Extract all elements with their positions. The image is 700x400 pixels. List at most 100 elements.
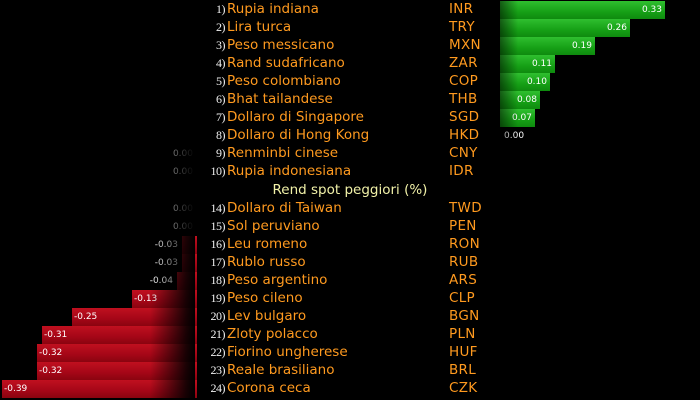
rank-paren: ) bbox=[221, 2, 226, 16]
rank-number: 23 bbox=[210, 363, 223, 377]
rank-paren: ) bbox=[221, 128, 226, 142]
bar-mark: -0.03 bbox=[137, 254, 197, 272]
currency-code: HUF bbox=[449, 344, 478, 360]
bar-value-label: -0.31 bbox=[44, 330, 68, 340]
positive-bar bbox=[500, 1, 665, 19]
currency-row: 21) Zloty polacco PLN bbox=[205, 325, 495, 343]
currency-name: Reale brasiliano bbox=[227, 362, 335, 378]
bar-mark: 0.00 bbox=[152, 218, 197, 236]
currency-code: CZK bbox=[449, 380, 478, 396]
rank-paren: ) bbox=[221, 201, 226, 215]
currency-row: 14) Dollaro di Taiwan TWD bbox=[205, 199, 495, 217]
rank-label: 7) bbox=[205, 108, 225, 126]
rank-label: 22) bbox=[205, 343, 226, 361]
currency-row: 20) Lev bulgaro BGN bbox=[205, 307, 495, 325]
bar-value-label: -0.32 bbox=[39, 366, 63, 376]
currency-name: Bhat tailandese bbox=[227, 91, 333, 107]
currency-code: MXN bbox=[449, 37, 481, 53]
rank-label: 18) bbox=[205, 271, 226, 289]
currency-code: PLN bbox=[449, 326, 476, 342]
rank-paren: ) bbox=[221, 110, 226, 124]
bar-value-label: 0.07 bbox=[511, 113, 532, 123]
rank-number: 9 bbox=[216, 146, 222, 160]
bar-value-label: -0.13 bbox=[134, 294, 158, 304]
currency-code: RUB bbox=[449, 254, 479, 270]
bar-mark: 0.00 bbox=[152, 163, 197, 181]
negative-bar bbox=[182, 254, 197, 272]
rank-label: 23) bbox=[205, 361, 226, 379]
currency-row: 2) Lira turca TRY bbox=[205, 18, 495, 36]
currency-code: CLP bbox=[449, 290, 475, 306]
bar-value-label: 0.11 bbox=[531, 59, 552, 69]
rank-paren: ) bbox=[221, 38, 226, 52]
bar-value-label: 0.00 bbox=[172, 222, 193, 232]
currency-code: TRY bbox=[449, 19, 475, 35]
rank-label: 16) bbox=[205, 235, 226, 253]
currency-code: THB bbox=[449, 91, 478, 107]
bar-mark: 0.00 bbox=[152, 200, 197, 218]
rank-paren: ) bbox=[221, 237, 226, 251]
currency-row: 10) Rupia indonesiana IDR bbox=[205, 162, 495, 180]
section-header-worst: Rend spot peggiori (%) bbox=[272, 182, 428, 198]
currency-row: 9) Renminbi cinese CNY bbox=[205, 144, 495, 162]
currency-row: 17) Rublo russo RUB bbox=[205, 253, 495, 271]
currency-name: Rand sudafricano bbox=[227, 55, 345, 71]
currency-row: 4) Rand sudafricano ZAR bbox=[205, 54, 495, 72]
currency-code: COP bbox=[449, 73, 479, 89]
bar-mark: 0.00 bbox=[152, 145, 197, 163]
positive-bar bbox=[500, 19, 630, 37]
bar-mark: -0.03 bbox=[137, 236, 197, 254]
rank-paren: ) bbox=[221, 92, 226, 106]
currency-row: 15) Sol peruviano PEN bbox=[205, 217, 495, 235]
negative-bar bbox=[182, 236, 197, 254]
rank-paren: ) bbox=[221, 381, 226, 395]
rank-number: 16 bbox=[210, 237, 223, 251]
currency-name: Peso cileno bbox=[227, 290, 303, 306]
bar-mark: -0.04 bbox=[132, 272, 197, 290]
rank-label: 4) bbox=[205, 54, 225, 72]
bar-value-label: -0.39 bbox=[4, 384, 28, 394]
currency-name: Corona ceca bbox=[227, 380, 311, 396]
rank-label: 19) bbox=[205, 289, 226, 307]
currency-row: 22) Fiorino ungherese HUF bbox=[205, 343, 495, 361]
currency-name: Sol peruviano bbox=[227, 218, 320, 234]
currency-code: BRL bbox=[449, 362, 477, 378]
rank-number: 22 bbox=[210, 345, 223, 359]
currency-name: Zloty polacco bbox=[227, 326, 318, 342]
rank-paren: ) bbox=[221, 309, 226, 323]
rank-label: 8) bbox=[205, 126, 225, 144]
currency-code: CNY bbox=[449, 145, 478, 161]
rank-number: 10 bbox=[210, 164, 223, 178]
bar-value-label: -0.25 bbox=[74, 312, 98, 322]
rank-number: 8 bbox=[216, 128, 222, 142]
rank-number: 3 bbox=[216, 38, 222, 52]
rank-number: 17 bbox=[210, 255, 223, 269]
rank-paren: ) bbox=[221, 255, 226, 269]
rank-label: 21) bbox=[205, 325, 226, 343]
rank-number: 19 bbox=[210, 291, 223, 305]
currency-code: ARS bbox=[449, 272, 478, 288]
currency-row: 19) Peso cileno CLP bbox=[205, 289, 495, 307]
currency-row: 3) Peso messicano MXN bbox=[205, 36, 495, 54]
bar-value-label: 0.26 bbox=[606, 23, 627, 33]
rank-paren: ) bbox=[221, 74, 226, 88]
bar-mark: 0.08 bbox=[500, 91, 580, 109]
rank-number: 20 bbox=[210, 309, 223, 323]
rank-label: 3) bbox=[205, 36, 225, 54]
rank-number: 21 bbox=[210, 327, 223, 341]
currency-name: Peso messicano bbox=[227, 37, 335, 53]
rank-label: 1) bbox=[205, 0, 225, 18]
rank-label: 6) bbox=[205, 90, 225, 108]
currency-name: Rublo russo bbox=[227, 254, 306, 270]
rank-label: 14) bbox=[205, 199, 226, 217]
currency-row: 6) Bhat tailandese THB bbox=[205, 90, 495, 108]
currency-name: Peso argentino bbox=[227, 272, 328, 288]
bar-mark: 0.07 bbox=[500, 109, 575, 127]
rank-number: 2 bbox=[216, 20, 222, 34]
currency-name: Renminbi cinese bbox=[227, 145, 339, 161]
bar-mark: 0.33 bbox=[500, 1, 700, 19]
rank-number: 14 bbox=[210, 201, 223, 215]
rank-paren: ) bbox=[221, 20, 226, 34]
rank-number: 6 bbox=[216, 92, 222, 106]
